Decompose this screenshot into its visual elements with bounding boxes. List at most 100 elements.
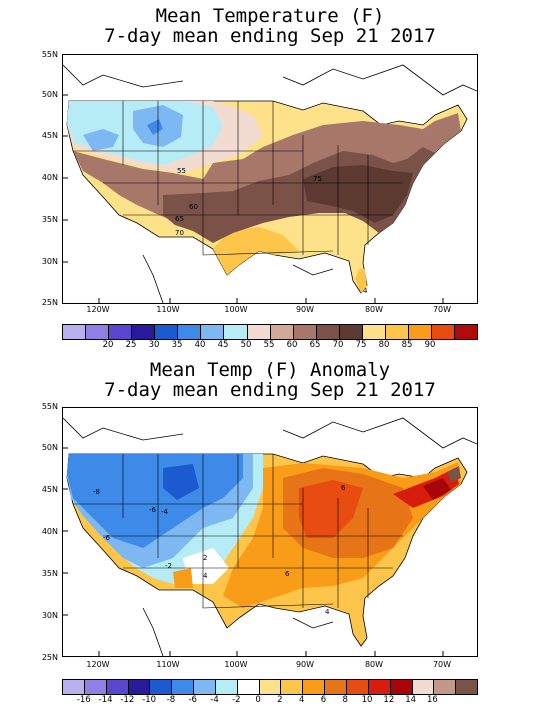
colorbar-label: 14 [405,695,417,705]
anomaly-title-line2: 7-day mean ending Sep 21 2017 [104,379,436,401]
contour-label: 70 [175,229,184,237]
colorbar-swatch [385,325,409,339]
lat-label: 55N [41,402,58,411]
colorbar-swatch [270,325,294,339]
land-70-band [303,165,413,223]
temperature-colorbar [62,324,478,340]
colorbar-swatch [132,325,156,339]
colorbar-label: 16 [426,695,438,705]
lon-label: 70W [432,305,452,314]
land-anom-8-10 [299,480,363,538]
land-40-45 [147,119,163,135]
colorbar-swatch [63,325,87,339]
lon-label: 80W [364,660,384,669]
colorbar-swatch [412,680,435,694]
colorbar-label: 4 [298,695,305,705]
colorbar-label: 45 [217,340,229,350]
contour-label: -6 [149,506,157,514]
anomaly-map-svg: -8 -6 -4 -6 -2 2 4 6 6 4 [63,417,477,656]
land-anom-14-16 [447,466,461,482]
colorbar-swatch [390,680,413,694]
temperature-anomaly-map: -8 -6 -4 -6 -2 2 4 6 6 4 [62,407,478,657]
contour-label: 4 [203,572,208,580]
colorbar-swatch [316,325,340,339]
coastline [63,417,477,656]
colorbar-label: 90 [424,340,436,350]
colorbar-label: 85 [401,340,413,350]
land-anom-cool-6 [67,454,243,548]
colorbar-swatch [106,680,129,694]
colorbar-label: -14 [98,695,113,705]
colorbar-label: 40 [194,340,206,350]
colorbar-swatch [339,325,363,339]
lon-label: 110W [156,660,180,669]
colorbar-label: -8 [166,695,176,705]
temperature-map-svg: 55 60 65 70 75 4 [63,64,477,303]
colorbar-swatch [362,325,386,339]
lon-label: 80W [364,305,384,314]
contour-label: 65 [175,215,184,223]
colorbar-label: 80 [378,340,390,350]
colorbar-swatch [455,325,478,339]
colorbar-label: 0 [255,695,261,705]
lon-label: 100W [224,660,248,669]
colorbar-label: 10 [361,695,373,705]
lon-label: 90W [295,660,315,669]
contour-label: 75 [313,175,322,183]
colorbar-label: 65 [309,340,321,350]
colorbar-swatch [434,680,457,694]
anomaly-title-line1: Mean Temp (F) Anomaly [149,359,391,381]
colorbar-swatch [237,680,260,694]
lat-label: 50N [41,90,58,99]
colorbar-label: 60 [286,340,298,350]
contour-label: 4 [325,608,330,616]
lon-label: 120W [86,660,110,669]
colorbar-swatch [408,325,432,339]
contour-label: -6 [103,534,111,542]
colorbar-label: -10 [142,695,157,705]
lon-label: 100W [224,305,248,314]
colorbar-label: 70 [332,340,344,350]
colorbar-swatch [201,325,225,339]
lat-label: 35N [41,569,58,578]
colorbar-swatch [325,680,347,694]
colorbar-label: 8 [342,695,348,705]
anomaly-colorbar [62,679,478,695]
colorbar-swatch [456,680,478,694]
colorbar-swatch [281,680,304,694]
colorbar-label: -12 [120,695,135,705]
colorbar-swatch [368,680,391,694]
colorbar-label: 75 [355,340,367,350]
colorbar-swatch [432,325,456,339]
contour-label: 4 [363,287,368,295]
colorbar-swatch [155,325,179,339]
colorbar-label: 6 [320,695,327,705]
mean-temperature-map: 55 60 65 70 75 4 [62,54,478,304]
colorbar-swatch [84,680,107,694]
colorbar-swatch [303,680,326,694]
colorbar-label: 25 [125,340,137,350]
lat-label: 45N [41,131,58,140]
contour-label: 2 [203,554,207,562]
contour-label: 6 [341,484,346,492]
contour-label: -8 [93,488,100,496]
colorbar-label: 35 [171,340,183,350]
lat-label: 35N [41,215,58,224]
contour-label: 6 [285,570,290,578]
contour-label: -2 [165,562,172,570]
colorbar-label: 12 [383,695,395,705]
colorbar-label: -16 [76,695,91,705]
colorbar-label: 50 [240,340,252,350]
lat-label: 30N [41,611,58,620]
colorbar-swatch [109,325,133,339]
mean-temperature-title-line2: 7-day mean ending Sep 21 2017 [104,25,436,47]
colorbar-label: 55 [263,340,275,350]
colorbar-label: -6 [188,695,197,705]
colorbar-label: 30 [148,340,160,350]
colorbar-swatch [178,325,202,339]
land-45-50 [83,129,119,151]
land-80-85 [213,227,299,275]
contour-label: 60 [189,203,198,211]
colorbar-label: -2 [232,695,241,705]
land-anom-12-14 [423,478,451,500]
